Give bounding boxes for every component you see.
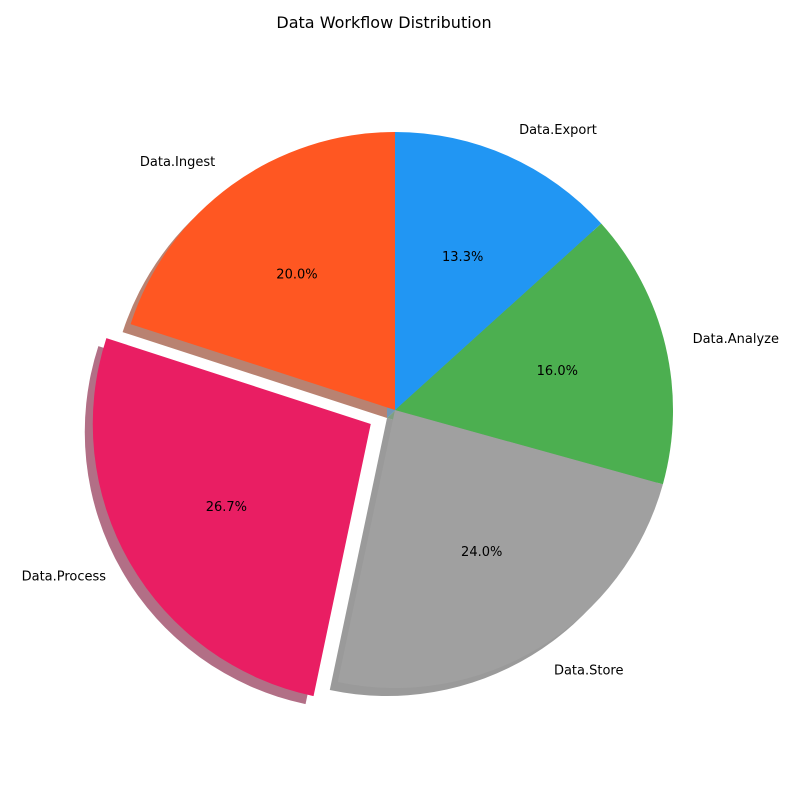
pct-label-data-process: 26.7% [206, 500, 247, 515]
pie-slice-data-export [395, 132, 602, 410]
pct-label-data-export: 13.3% [442, 250, 483, 265]
slice-label-data-process: Data.Process [22, 570, 107, 585]
pct-label-data-analyze: 16.0% [537, 364, 578, 379]
pie-slice-data-ingest [130, 132, 395, 410]
pie-slice-data-process [92, 338, 371, 697]
label-layer: Data.Ingest 20.0% Data.Process 26.7% Data.St… [22, 123, 779, 679]
pct-label-data-ingest: 20.0% [276, 268, 317, 283]
slice-label-data-ingest: Data.Ingest [140, 155, 215, 170]
slice-layer [92, 132, 673, 697]
slice-label-data-export: Data.Export [519, 123, 597, 138]
chart-title: Data Workflow Distribution [276, 13, 491, 32]
pie-slice-data-store [337, 410, 663, 688]
pct-label-data-store: 24.0% [461, 545, 502, 560]
slice-label-data-analyze: Data.Analyze [693, 332, 779, 347]
pie-slice-data-analyze [395, 223, 673, 485]
slice-label-data-store: Data.Store [554, 664, 624, 679]
